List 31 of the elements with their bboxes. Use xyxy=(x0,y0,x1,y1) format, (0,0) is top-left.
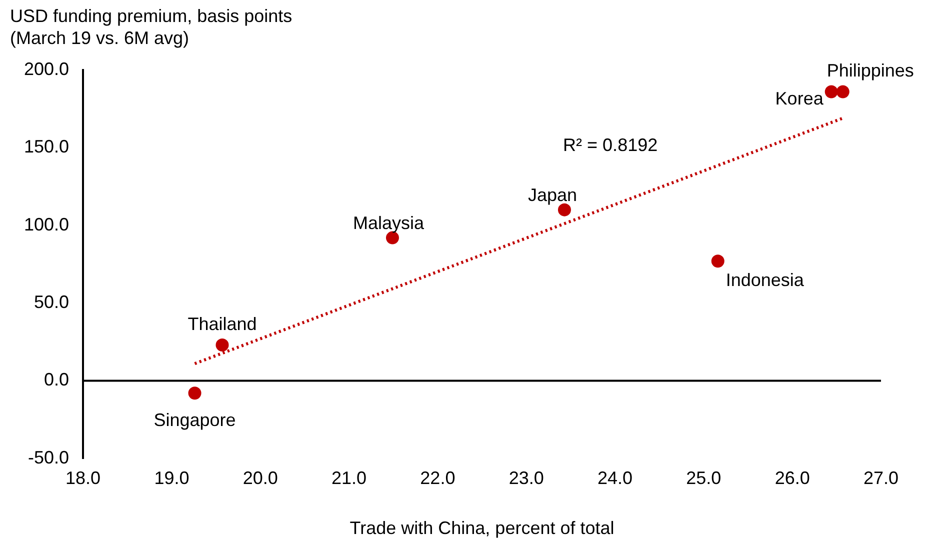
y-tick-label: 150.0 xyxy=(24,136,70,157)
y-axis-title: USD funding premium, basis points (March 19 vs. 6M avg) xyxy=(10,6,292,48)
point xyxy=(824,85,838,98)
x-tick-label: 23.0 xyxy=(508,468,544,488)
annotation: Malaysia xyxy=(352,212,425,233)
x-tick-label: 19.0 xyxy=(154,468,190,488)
point xyxy=(188,386,202,400)
point xyxy=(216,338,229,352)
y-tick-label: 50.0 xyxy=(34,292,70,312)
y-tick-label: 0.0 xyxy=(44,370,70,390)
x-tick-label: 18.0 xyxy=(66,468,101,488)
y-tick-label: -50.0 xyxy=(28,447,70,468)
y-tick-label: 200.0 xyxy=(24,58,70,79)
x-tick-label: 21.0 xyxy=(332,468,367,488)
annotation: R² = 0.8192 xyxy=(563,134,658,155)
annotation: Indonesia xyxy=(726,270,805,290)
point xyxy=(711,254,724,268)
annotation: Thailand xyxy=(188,314,257,334)
annotation: Japan xyxy=(528,184,577,205)
point xyxy=(836,85,850,98)
x-tick-label: 25.0 xyxy=(686,468,722,488)
x-tick-label: 22.0 xyxy=(420,468,456,488)
x-tick-label: 26.0 xyxy=(774,468,810,488)
annotation: Korea xyxy=(775,88,824,109)
x-tick-label: 24.0 xyxy=(597,468,633,488)
annotation: Philippines xyxy=(826,60,914,81)
x-axis-title: Trade with China, percent of total xyxy=(350,518,614,538)
x-tick-label: 20.0 xyxy=(242,468,278,488)
y-tick-label: 100.0 xyxy=(24,214,70,234)
annotation: Singapore xyxy=(154,410,236,430)
x-tick-label: 27.0 xyxy=(863,468,899,488)
